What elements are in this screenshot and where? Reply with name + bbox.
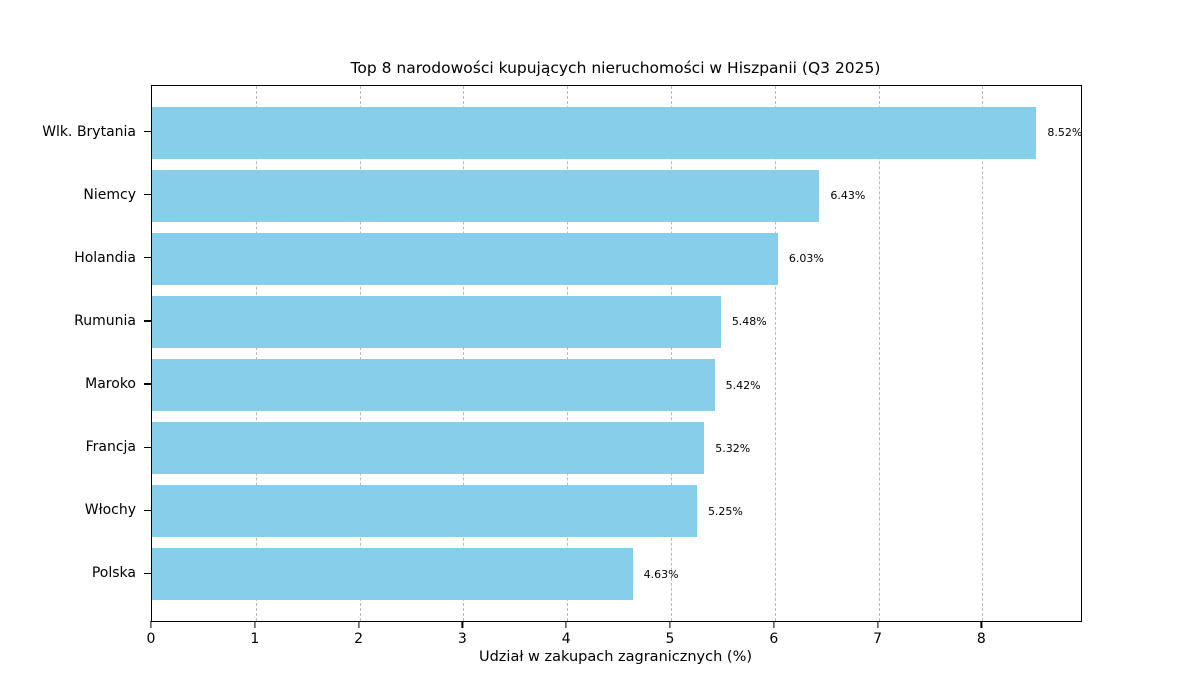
y-label-row: Holandia — [0, 226, 151, 289]
bar — [152, 548, 633, 601]
gridline — [878, 86, 880, 621]
y-tick-label: Włochy — [84, 502, 136, 519]
bar-row: 5.25% — [152, 480, 1081, 543]
y-tick-label: Holandia — [74, 249, 136, 266]
bar — [152, 359, 715, 412]
bar-row: 5.42% — [152, 354, 1081, 417]
x-tick-mark — [980, 621, 982, 628]
x-tick-label: 7 — [873, 631, 883, 647]
gridlines — [152, 86, 1081, 621]
y-label-row: Rumunia — [0, 289, 151, 352]
x-axis-ticks: 0 1 2 3 4 5 6 7 8 — [147, 621, 1080, 661]
x-tick-mark — [876, 621, 879, 628]
value-label: 5.25% — [707, 504, 743, 518]
y-tick-label: Maroko — [85, 376, 136, 393]
x-axis-title: Udział w zakupach zagranicznych (%) — [478, 649, 753, 665]
y-tick-label: Niemcy — [83, 186, 136, 203]
y-tick-mark — [144, 509, 151, 511]
x-tick-label: 3 — [457, 631, 467, 647]
x-tick-label: 1 — [250, 631, 260, 647]
value-label: 5.32% — [715, 441, 751, 455]
y-tick-mark — [144, 446, 151, 448]
bar-row: 8.52% — [152, 101, 1083, 164]
y-tick-mark — [144, 320, 151, 322]
x-tick-mark — [565, 621, 567, 628]
y-tick-label: Rumunia — [74, 312, 136, 329]
chart-title: Top 8 narodowości kupujących nieruchomoś… — [350, 59, 881, 77]
y-label-row: Maroko — [0, 353, 151, 416]
y-tick-label: Francja — [85, 439, 136, 456]
x-tick-label: 2 — [354, 631, 364, 647]
y-axis-labels: Wlk. Brytania Niemcy Holandia Rumunia Maroko… — [0, 85, 151, 620]
y-label-row: Francja — [0, 416, 151, 479]
x-tick-mark — [773, 621, 775, 628]
x-tick-mark — [150, 621, 152, 628]
bar — [152, 106, 1037, 159]
gridline — [567, 86, 569, 621]
gridline — [255, 86, 257, 621]
y-label-row: Wlk. Brytania — [0, 100, 151, 163]
x-tick-mark — [254, 621, 256, 628]
y-tick-mark — [144, 130, 151, 133]
y-label-row: Polska — [0, 542, 151, 605]
value-label: 4.63% — [643, 567, 679, 581]
x-tick-label: 6 — [769, 631, 779, 647]
x-tick-mark — [669, 621, 671, 628]
x-tick-label: 0 — [146, 631, 156, 647]
value-label: 8.52% — [1047, 126, 1083, 140]
gridline — [359, 86, 361, 621]
y-tick-mark — [144, 257, 151, 259]
x-tick-label: 4 — [561, 631, 571, 647]
bar — [152, 422, 705, 475]
gridline — [670, 86, 672, 621]
gridline — [982, 86, 984, 621]
y-tick-mark — [144, 194, 151, 196]
y-tick-label: Polska — [91, 565, 136, 582]
bar — [152, 485, 697, 538]
y-tick-mark — [144, 572, 151, 575]
x-tick-label: 8 — [976, 631, 986, 647]
y-label-row: Włochy — [0, 479, 151, 542]
bar-row: 6.43% — [152, 164, 1081, 227]
value-label: 6.43% — [830, 189, 866, 203]
value-label: 5.48% — [731, 315, 767, 329]
gridline — [463, 86, 465, 621]
value-label: 5.42% — [725, 378, 761, 392]
x-tick-mark — [358, 621, 360, 628]
y-tick-label: Wlk. Brytania — [42, 123, 136, 140]
bar-row: 4.63% — [152, 543, 1081, 606]
bar — [152, 169, 820, 222]
bar — [152, 295, 721, 348]
y-label-row: Niemcy — [0, 163, 151, 226]
plot-area: 8.52% 6.43% 6.03% 5.48% 5.42% 5.32% 5.25% 4.63% — [151, 85, 1082, 622]
x-tick-label: 5 — [665, 631, 675, 647]
bar-row: 5.48% — [152, 290, 1081, 353]
bar-row: 5.32% — [152, 417, 1081, 480]
bars-container: 8.52% 6.43% 6.03% 5.48% 5.42% 5.32% 5.25% 4.63% — [152, 86, 1083, 621]
bar — [152, 232, 778, 285]
x-tick-mark — [461, 621, 463, 628]
value-label: 6.03% — [788, 252, 824, 266]
y-tick-mark — [144, 383, 151, 385]
bar-row: 6.03% — [152, 227, 1081, 290]
gridline — [774, 86, 776, 621]
